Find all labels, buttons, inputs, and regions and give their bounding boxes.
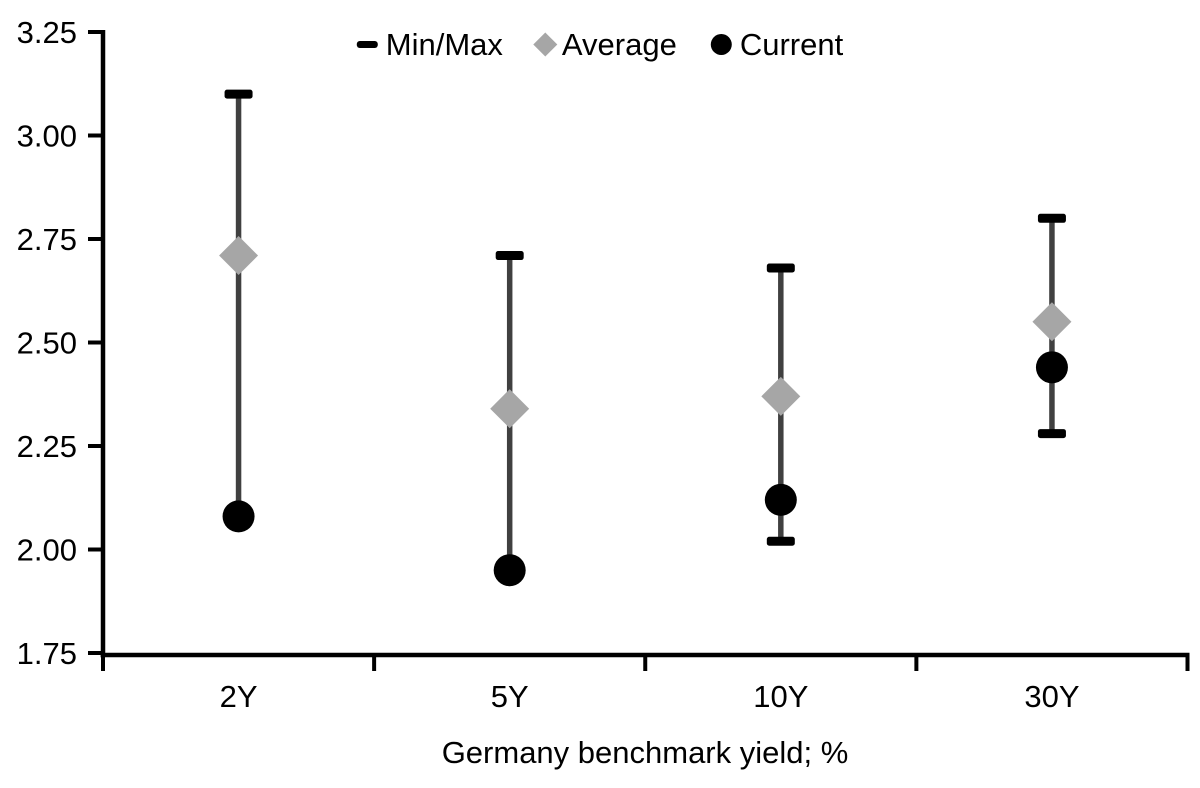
circle-legend-marker-icon xyxy=(710,34,732,55)
max-cap-marker xyxy=(766,263,795,273)
y-axis-tick-label: 3.00 xyxy=(17,119,77,154)
current-dot-marker xyxy=(222,500,255,533)
y-axis-tick-label: 2.00 xyxy=(17,533,77,568)
max-cap-marker xyxy=(224,89,253,99)
chart-legend: Min/Max Average Current xyxy=(356,27,844,62)
y-axis-tick-label: 2.50 xyxy=(17,326,77,361)
legend-item-current: Current xyxy=(710,27,844,62)
dash-legend-marker-icon xyxy=(356,41,378,48)
average-diamond-marker xyxy=(1032,302,1072,342)
average-diamond-marker xyxy=(219,236,259,276)
legend-item-min-max: Min/Max xyxy=(356,27,503,62)
x-axis-category-label: 5Y xyxy=(491,679,529,714)
y-axis-tick-label: 3.25 xyxy=(17,15,77,50)
min-cap-marker xyxy=(766,536,795,546)
x-axis-category-label: 2Y xyxy=(220,679,258,714)
current-dot-marker xyxy=(1035,351,1068,384)
average-diamond-marker xyxy=(490,389,530,429)
diamond-legend-marker-icon xyxy=(533,32,558,57)
max-cap-marker xyxy=(495,251,524,261)
x-axis-category-label: 10Y xyxy=(753,679,808,714)
y-axis-tick-label: 2.75 xyxy=(17,222,77,257)
x-axis-category-label: 30Y xyxy=(1024,679,1079,714)
current-dot-marker xyxy=(764,483,797,516)
average-diamond-marker xyxy=(761,376,801,416)
y-axis-tick-label: 2.25 xyxy=(17,429,77,464)
x-axis-title: Germany benchmark yield; % xyxy=(441,735,849,770)
legend-label: Min/Max xyxy=(385,27,503,62)
current-dot-marker xyxy=(493,554,526,587)
y-axis-tick-label: 1.75 xyxy=(17,636,77,671)
legend-label: Average xyxy=(561,27,677,62)
legend-label: Current xyxy=(739,27,844,62)
legend-item-average: Average xyxy=(533,27,677,62)
max-cap-marker xyxy=(1037,213,1066,223)
min-cap-marker xyxy=(1037,429,1066,439)
